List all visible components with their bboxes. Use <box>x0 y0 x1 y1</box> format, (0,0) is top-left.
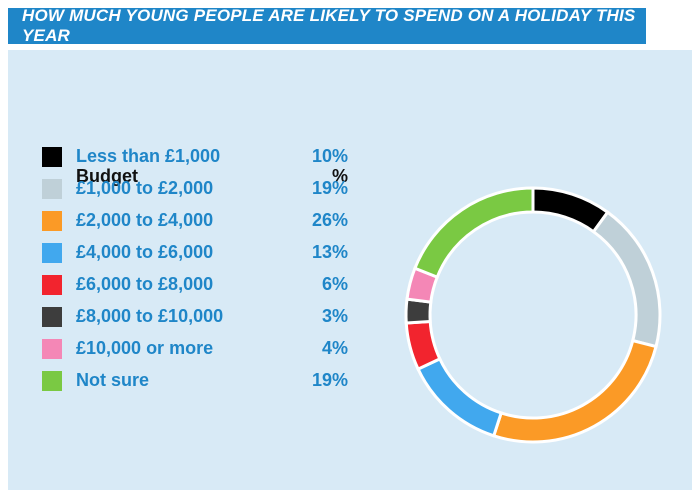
legend-swatch <box>42 211 62 231</box>
legend-value: 26% <box>311 210 348 230</box>
donut-chart <box>404 186 662 444</box>
chart-title: HOW MUCH YOUNG PEOPLE ARE LIKELY TO SPEN… <box>22 6 636 45</box>
donut-slice <box>416 356 504 438</box>
donut-slice <box>412 186 535 280</box>
legend-item: Less than £1,000 10% <box>42 146 356 170</box>
legend-value: 10% <box>311 146 348 166</box>
legend-value: 13% <box>311 242 348 262</box>
legend-value: 3% <box>321 306 348 326</box>
donut-slice <box>591 210 662 349</box>
legend-value: 19% <box>311 370 348 390</box>
legend-value: 19% <box>311 178 348 198</box>
donut-slice <box>491 338 658 444</box>
legend-item: £1,000 to £2,000 19% <box>42 178 356 202</box>
legend-swatch <box>42 339 62 359</box>
legend-label: £6,000 to £8,000 <box>76 274 214 294</box>
legend-label: £1,000 to £2,000 <box>76 178 214 198</box>
legend-label: Less than £1,000 <box>76 146 221 166</box>
donut-slice <box>404 319 442 372</box>
legend-swatch <box>42 147 62 167</box>
legend-header-budget: Budget <box>76 166 138 186</box>
legend-item: £10,000 or more 4% <box>42 338 356 362</box>
title-bar: HOW MUCH YOUNG PEOPLE ARE LIKELY TO SPEN… <box>8 6 646 45</box>
legend-item: £2,000 to £4,000 26% <box>42 210 356 234</box>
legend-label: £10,000 or more <box>76 338 214 358</box>
legend-header-percent: % <box>331 166 348 186</box>
legend-swatch <box>42 275 62 295</box>
legend-label: Not sure <box>76 370 150 390</box>
legend-item: Not sure 19% <box>42 370 356 394</box>
legend-item: £6,000 to £8,000 6% <box>42 274 356 298</box>
legend-value: 6% <box>321 274 348 294</box>
legend-item: £8,000 to £10,000 3% <box>42 306 356 330</box>
legend-label: £8,000 to £10,000 <box>76 306 224 326</box>
legend-label: £2,000 to £4,000 <box>76 210 214 230</box>
legend-swatch <box>42 371 62 391</box>
legend-value: 4% <box>321 338 348 358</box>
legend-swatch <box>42 179 62 199</box>
legend-swatch <box>42 243 62 263</box>
legend-item: £4,000 to £6,000 13% <box>42 242 356 266</box>
legend-label: £4,000 to £6,000 <box>76 242 214 262</box>
chart-panel: Budget % Less than £1,000 10% £1,000 to £2… <box>8 50 692 490</box>
legend-swatch <box>42 307 62 327</box>
legend-header: Budget % <box>76 166 356 190</box>
